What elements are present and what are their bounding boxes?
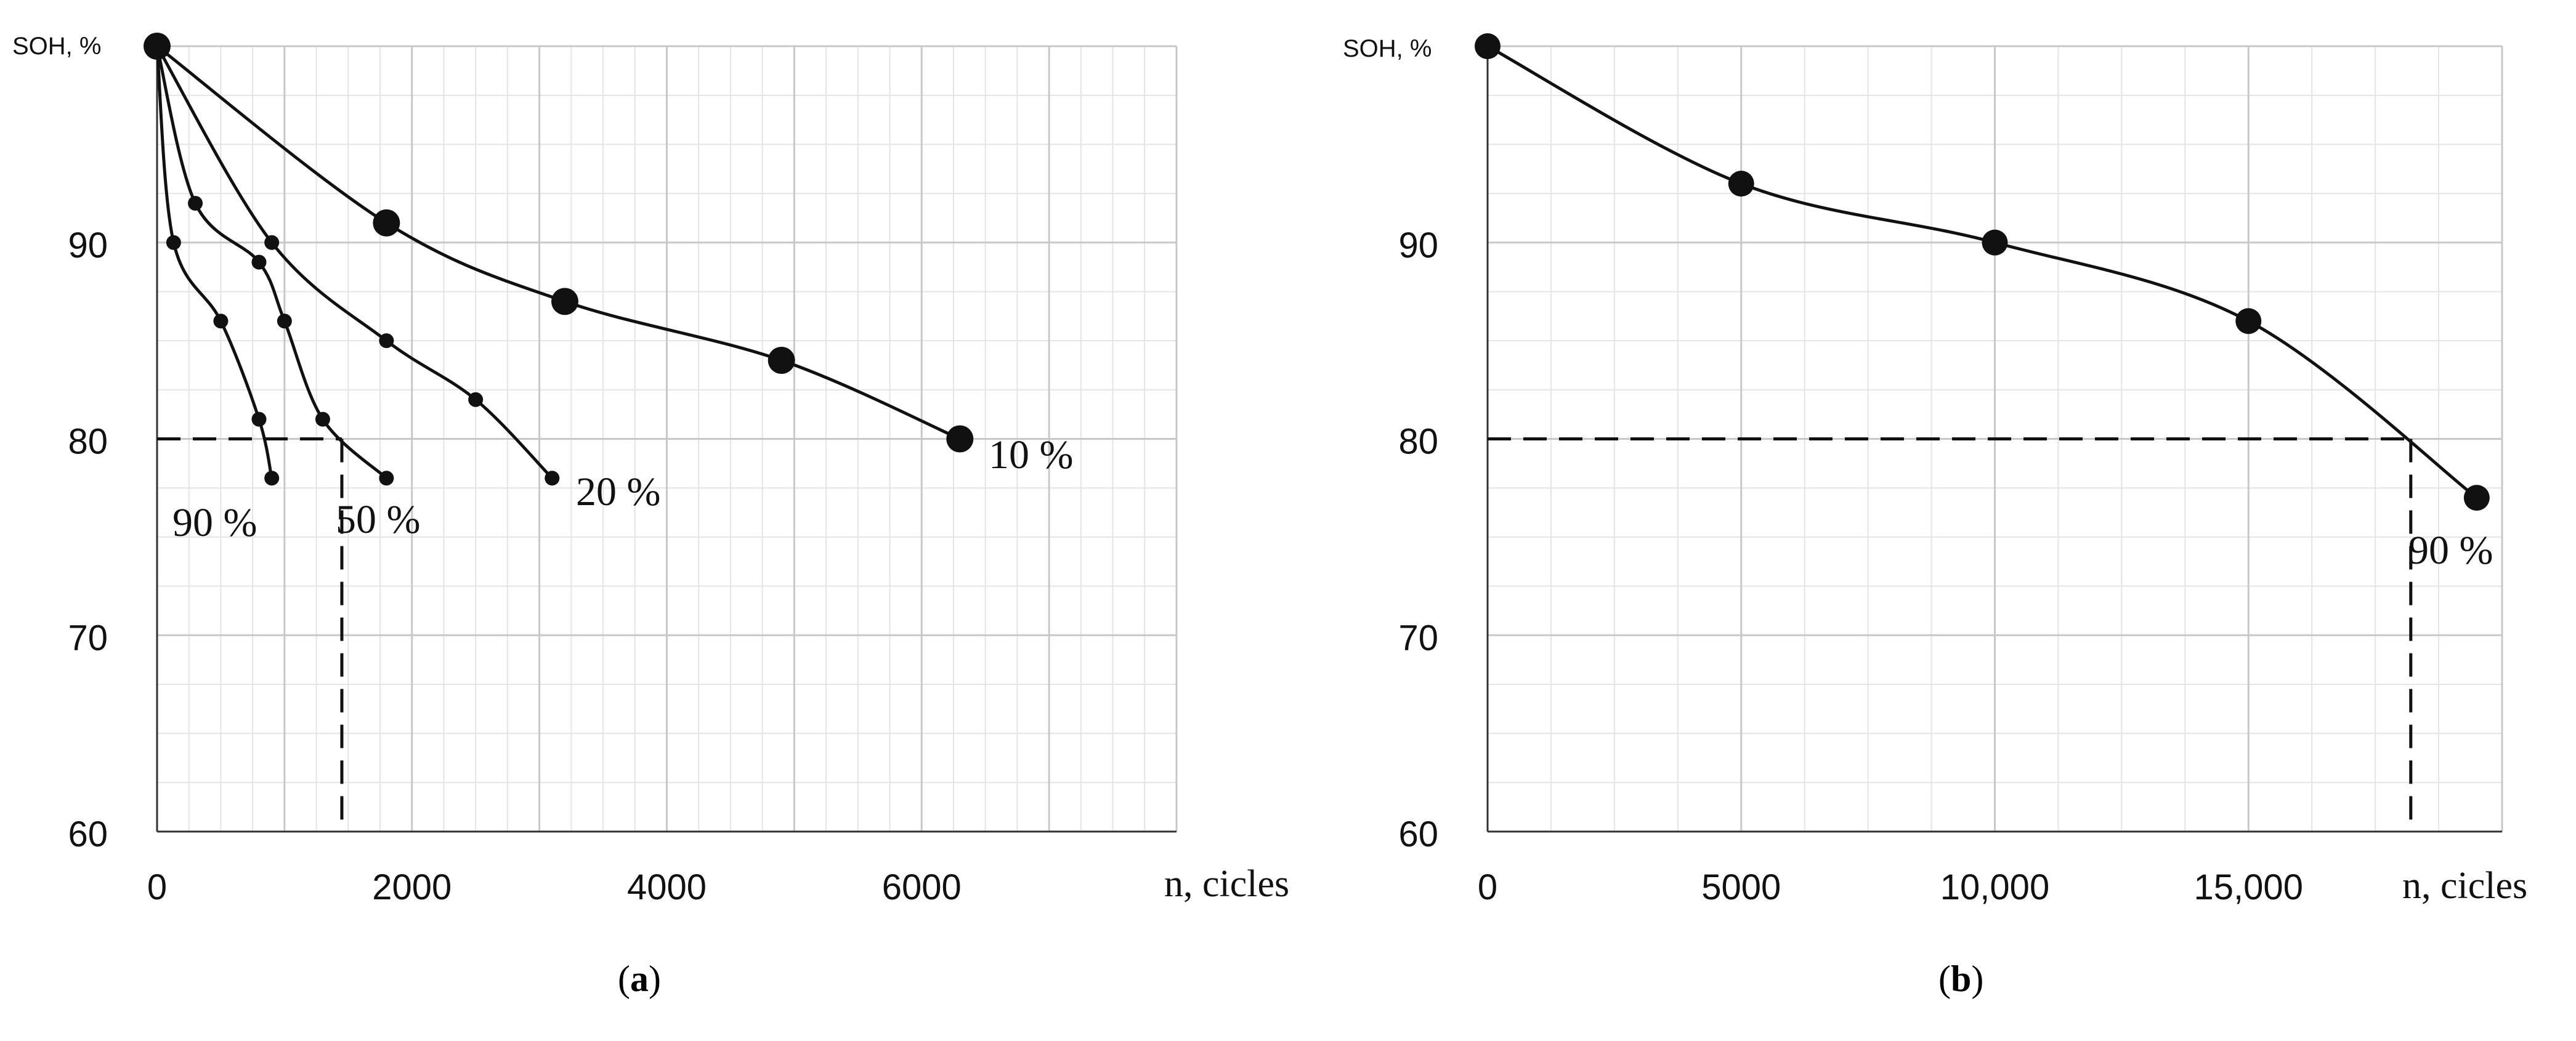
data-point	[946, 425, 974, 453]
y-tick-label: 90	[68, 225, 108, 265]
series-line	[1486, 44, 2478, 500]
data-point	[1475, 33, 1501, 59]
series-line	[155, 45, 554, 479]
data-point	[188, 196, 203, 211]
x-tick-label: 0	[1478, 867, 1497, 907]
panel-caption-a: (a)	[618, 958, 661, 999]
x-tick-label: 10,000	[1940, 867, 2049, 907]
series-label: 20 %	[576, 469, 660, 514]
y-tick-label: 90	[1398, 225, 1438, 265]
panel-caption-b: (b)	[1938, 958, 1984, 999]
y-axis-label: SOH, %	[12, 33, 101, 60]
data-point	[213, 314, 229, 329]
y-tick-label: 70	[1398, 618, 1438, 658]
panel-letter-b: b	[1950, 958, 1972, 999]
y-tick-label: 80	[68, 422, 108, 462]
y-tick-label: 60	[1398, 814, 1438, 854]
panel-letter-a: a	[630, 958, 649, 999]
data-point	[315, 411, 330, 427]
x-tick-label: 6000	[882, 867, 962, 907]
x-tick-label: 0	[147, 867, 167, 907]
x-tick-label: 15,000	[2194, 867, 2303, 907]
data-point	[264, 471, 280, 486]
x-axis-label: n, cicles	[1164, 863, 1289, 905]
data-point	[166, 235, 181, 250]
y-axis-label: SOH, %	[1343, 35, 1432, 62]
data-point	[551, 288, 578, 315]
data-point	[2463, 485, 2490, 511]
y-tick-label: 60	[68, 814, 108, 854]
y-tick-label: 70	[68, 618, 108, 658]
series-label: 50 %	[336, 497, 420, 542]
data-point	[379, 333, 394, 349]
data-point	[545, 471, 560, 486]
data-point	[1728, 171, 1754, 197]
data-point	[251, 254, 267, 270]
data-point	[251, 411, 267, 427]
data-point	[468, 392, 484, 407]
data-point	[768, 347, 795, 374]
data-point	[264, 235, 280, 250]
x-tick-label: 2000	[372, 867, 452, 907]
x-axis-label: n, cicles	[2402, 865, 2527, 907]
data-point	[379, 471, 394, 486]
x-tick-label: 4000	[627, 867, 707, 907]
y-tick-label: 80	[1398, 422, 1438, 462]
series-label: 90 %	[2408, 528, 2493, 573]
data-point	[277, 314, 292, 329]
data-point	[150, 39, 164, 54]
data-point	[1982, 229, 2008, 256]
data-point	[373, 209, 400, 237]
series-label: 10 %	[989, 432, 1073, 477]
x-tick-label: 5000	[1701, 867, 1781, 907]
series-label: 90 %	[172, 500, 257, 545]
data-point	[2235, 308, 2262, 334]
